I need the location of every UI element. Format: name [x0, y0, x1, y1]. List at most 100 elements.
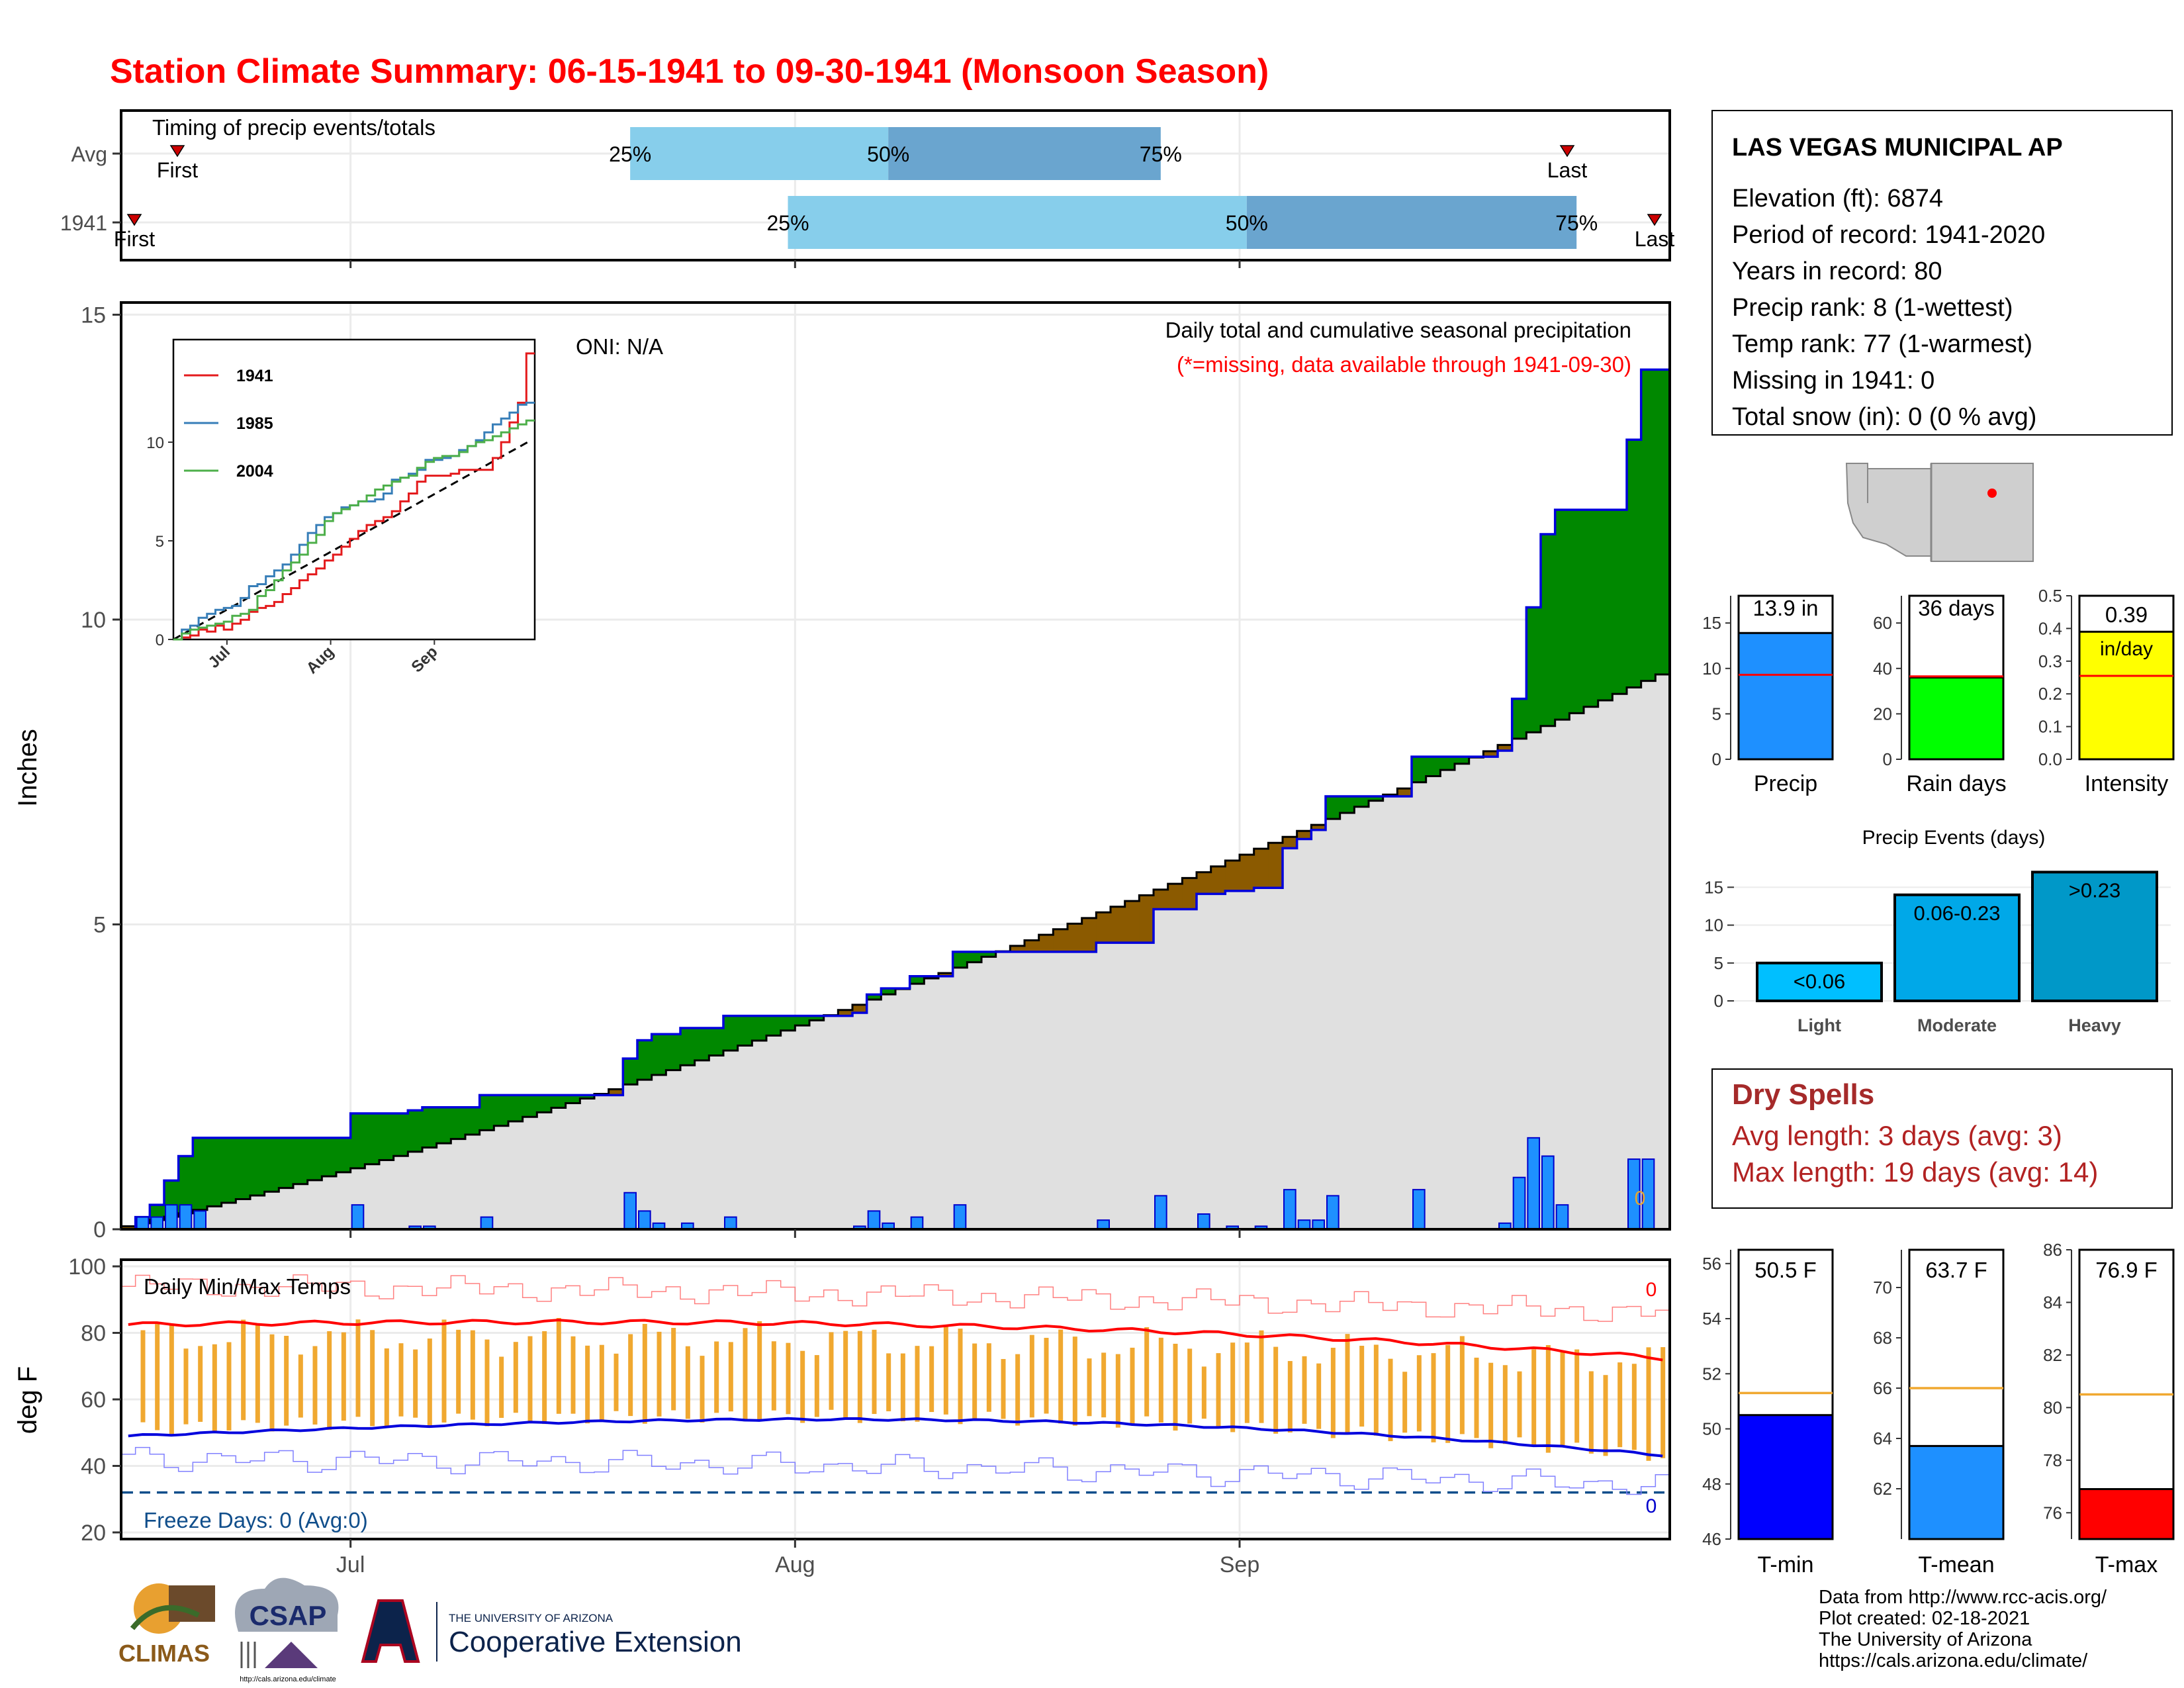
deficit-fill — [1197, 872, 1212, 894]
surplus-fill — [967, 951, 982, 962]
temp-ytick-label: 100 — [68, 1254, 106, 1280]
daily-temp-bar — [1661, 1347, 1666, 1458]
events-title: Precip Events (days) — [1862, 827, 2046, 849]
daily-temp-bar — [484, 1339, 490, 1427]
surplus-fill — [522, 1095, 537, 1117]
daily-precip-bar — [1541, 1155, 1555, 1230]
inset-series-line — [173, 352, 535, 641]
daily-temp-bar — [829, 1332, 834, 1410]
deficit-fill — [1240, 855, 1255, 891]
inset-ytick-label: 5 — [156, 533, 164, 551]
precip-note: Daily total and cumulative seasonal prec… — [1165, 318, 1631, 342]
daily-temp-bar — [886, 1353, 891, 1411]
temp-summary-fill — [2078, 1488, 2175, 1540]
freeze-days: Freeze Days: 0 (Avg:0) — [144, 1508, 368, 1532]
record-min-line — [121, 1446, 1670, 1495]
daily-temp-bar — [398, 1343, 404, 1417]
surplus-fill — [279, 1137, 294, 1188]
deficit-fill — [1182, 878, 1197, 910]
daily-temp-bar — [556, 1317, 561, 1414]
summary-ytick-label: 10 — [1702, 659, 1721, 679]
summary-bar-label: Rain days — [1906, 771, 2006, 796]
ua-big-text: Cooperative Extension — [449, 1626, 742, 1658]
daily-temp-bar — [685, 1346, 690, 1419]
temp-summary-ytick-label: 64 — [1873, 1429, 1892, 1448]
daily-temp-bar — [814, 1355, 819, 1417]
daily-temp-bar — [757, 1321, 762, 1421]
summary-ytick-label: 0 — [1712, 749, 1721, 769]
surplus-fill — [1369, 796, 1384, 801]
temp-ytick-label: 80 — [81, 1321, 106, 1346]
inset-legend-label: 1941 — [236, 367, 273, 385]
surplus-fill — [479, 1095, 494, 1131]
footer-line: https://cals.arizona.edu/climate/ — [1819, 1650, 2088, 1671]
daily-temp-bar — [1445, 1344, 1451, 1443]
surplus-fill — [766, 1015, 782, 1036]
surplus-fill — [178, 1156, 193, 1213]
timing-bar-50-75 — [888, 127, 1161, 180]
surplus-fill — [537, 1095, 552, 1113]
daily-temp-bar — [1646, 1347, 1651, 1461]
surplus-fill — [307, 1137, 322, 1180]
temp-summary-ytick-label: 70 — [1873, 1278, 1892, 1297]
events-bar-value: 0.06-0.23 — [1914, 902, 2001, 925]
daily-temp-bar — [255, 1325, 260, 1423]
dry-spells-avg: Avg length: 3 days (avg: 3) — [1732, 1120, 2062, 1151]
daily-temp-bar — [1631, 1364, 1637, 1450]
events-ytick-label: 15 — [1704, 877, 1723, 897]
temp-summary-fill — [1737, 1414, 1834, 1540]
daily-temp-bar — [140, 1330, 146, 1423]
events-bar-label: Light — [1797, 1015, 1841, 1035]
temp-summary-ytick-label: 52 — [1702, 1364, 1721, 1383]
timing-pct-label: 25% — [766, 211, 809, 235]
dry-spells-max: Max length: 19 days (avg: 14) — [1732, 1156, 2098, 1188]
surplus-fill — [1641, 369, 1656, 681]
daily-temp-bar — [1058, 1329, 1064, 1424]
timing-pct-label: 25% — [609, 142, 651, 166]
surplus-fill — [1354, 796, 1369, 807]
first-label: First — [114, 227, 155, 251]
daily-temp-bar — [298, 1354, 303, 1418]
daily-precip-bar — [179, 1204, 193, 1230]
summary-ytick-label: 0.4 — [2038, 618, 2062, 638]
surplus-fill — [752, 1015, 767, 1041]
record-max-line — [121, 1274, 1670, 1322]
temp-summary-ytick-label: 66 — [1873, 1378, 1892, 1398]
daily-temp-bar — [1130, 1347, 1135, 1425]
surplus-fill — [436, 1107, 451, 1144]
daily-temp-bar — [413, 1349, 418, 1418]
daily-temp-bar — [1029, 1335, 1034, 1418]
logos: CLIMAS CSAP http://cals.arizona.edu/clim… — [118, 1577, 742, 1683]
daily-temp-bar — [1230, 1342, 1236, 1432]
avg-max-line — [128, 1319, 1663, 1362]
temp-ytick-label: 40 — [81, 1454, 106, 1479]
surplus-fill — [1655, 369, 1670, 675]
daily-temp-bar — [857, 1331, 862, 1423]
summary-ytick-label: 5 — [1712, 704, 1721, 724]
deficit-fill — [1297, 831, 1312, 839]
surplus-fill — [408, 1110, 423, 1152]
station-info-line: Elevation (ft): 6874 — [1732, 185, 1943, 212]
deficit-fill — [1167, 884, 1183, 910]
summary-bar-fill — [2078, 630, 2175, 761]
daily-temp-bar — [1044, 1337, 1049, 1414]
daily-temp-bar — [700, 1356, 705, 1423]
deficit-fill — [1139, 895, 1154, 943]
temp-summary-value: 50.5 F — [1754, 1258, 1817, 1282]
inset-legend-label: 2004 — [236, 462, 273, 481]
deficit-fill — [1154, 889, 1169, 910]
daily-temp-bar — [1330, 1348, 1336, 1438]
deficit-fill — [1096, 912, 1111, 943]
surplus-fill — [795, 1015, 810, 1026]
temp-summary-ytick-label: 80 — [2043, 1397, 2062, 1417]
surplus-fill — [666, 1034, 681, 1070]
daily-temp-bar — [786, 1342, 791, 1415]
dry-spells-frame — [1711, 1068, 2173, 1209]
temp-summary-ytick-label: 82 — [2043, 1345, 2062, 1365]
surplus-fill — [1512, 698, 1527, 739]
daily-temp-bar — [1459, 1336, 1465, 1434]
timing-title: Timing of precip events/totals — [152, 115, 435, 140]
daily-temp-bar — [341, 1332, 346, 1421]
temp-summary-ytick-label: 62 — [1873, 1479, 1892, 1499]
